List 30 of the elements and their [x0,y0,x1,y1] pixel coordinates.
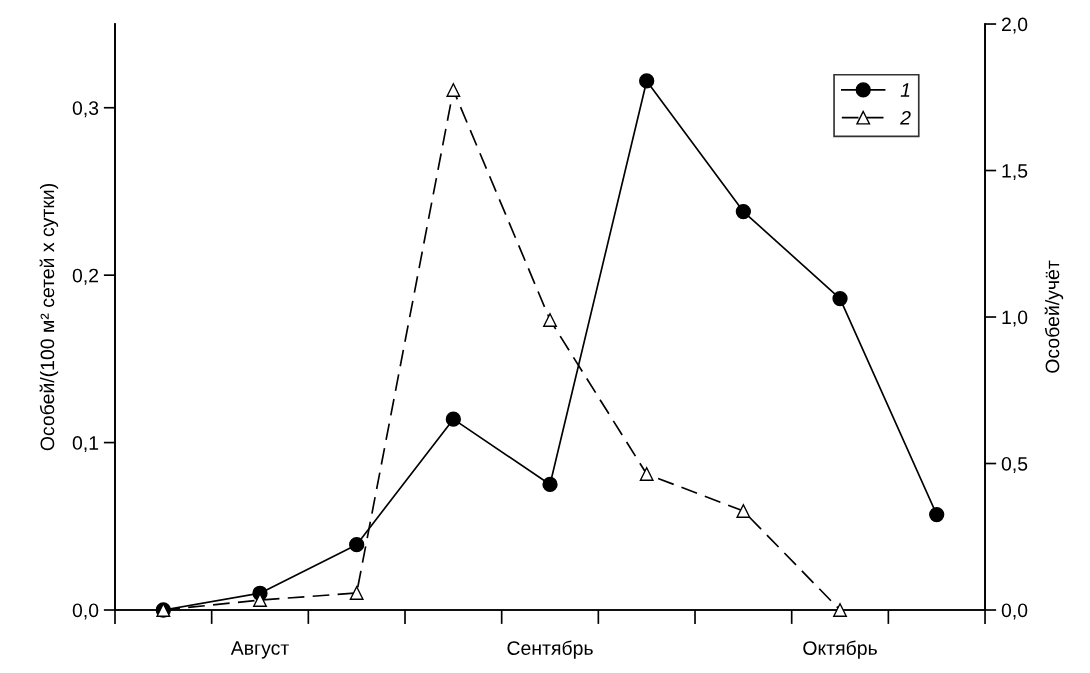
point [445,411,461,427]
y-axis-title: Особей/(100 м² сетей х сутки) [39,184,59,451]
y2-tick-label: 0,5 [1001,456,1028,474]
x-tick-label: Август [230,641,289,659]
y2-axis-title: Особей/учёт [1044,260,1064,373]
point [446,83,461,97]
point [543,313,557,327]
x-tick-label: Сентябрь [507,640,593,659]
point [542,476,558,493]
point [349,537,365,553]
point [349,586,364,600]
point [832,290,848,307]
point [833,603,847,617]
legend-label: 2 [900,110,911,125]
point [639,73,655,89]
y2-tick-label: 2,0 [1001,17,1028,34]
y-tick-label: 0,1 [72,436,99,453]
y2-tick-label: 1,5 [1002,164,1028,181]
y-tick-label: 0,3 [72,101,99,118]
point [929,506,945,523]
legend-label: 1 [900,83,910,97]
y-tick-label: 0,2 [72,268,99,285]
point [736,504,751,518]
y2-tick-label: 0,0 [1001,603,1028,620]
point [639,467,654,482]
y-tick-label: 0,0 [72,603,99,620]
point [735,203,751,220]
point [253,593,267,607]
x-tick-label: Октябрь [803,640,877,659]
y2-tick-label: 1,0 [1002,310,1028,327]
